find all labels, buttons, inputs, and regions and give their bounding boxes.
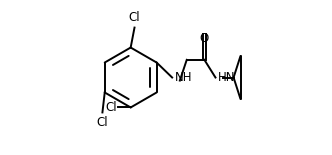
Text: NH: NH — [175, 71, 193, 84]
Text: Cl: Cl — [106, 101, 117, 114]
Text: Cl: Cl — [129, 11, 140, 24]
Text: O: O — [200, 32, 209, 45]
Text: Cl: Cl — [97, 116, 108, 129]
Text: HN: HN — [218, 71, 236, 84]
